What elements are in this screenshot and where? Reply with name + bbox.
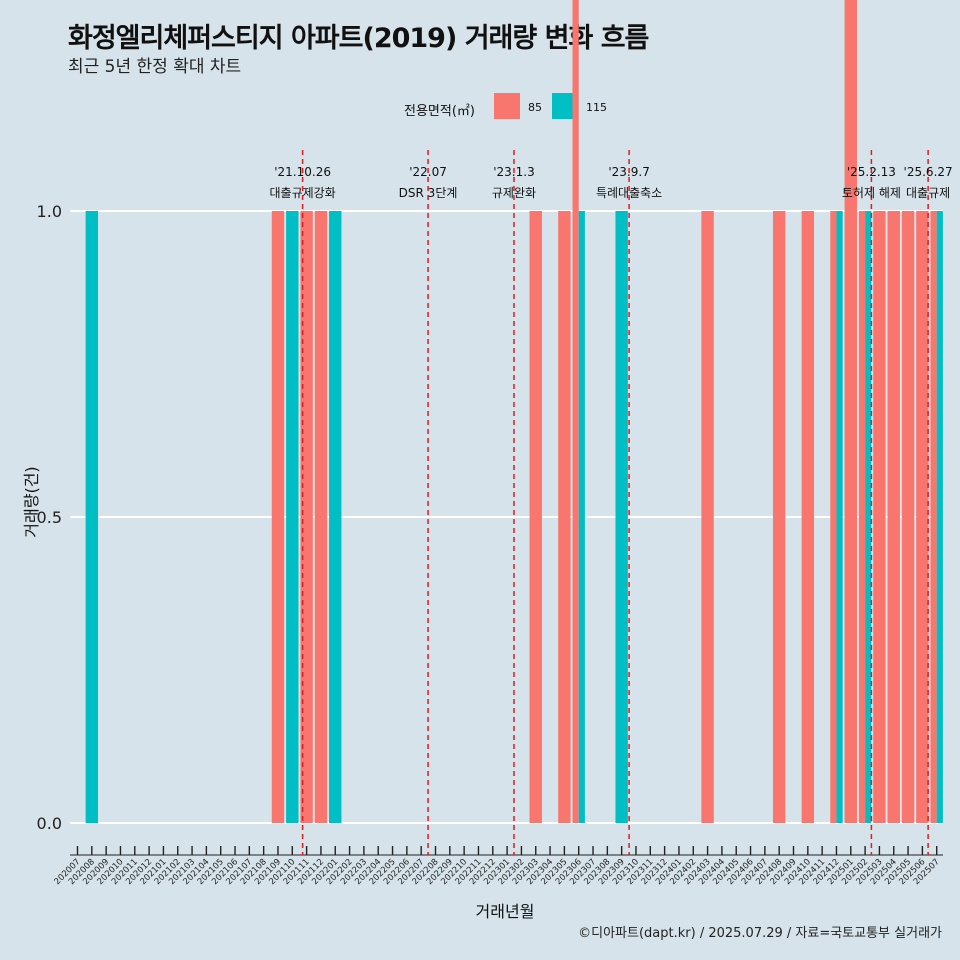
bar-85-202111 (300, 211, 313, 823)
chart-subtitle: 최근 5년 한정 확대 차트 (68, 57, 242, 77)
event-name-label: 특례대출축소 (596, 186, 662, 200)
event-name-label: 대출규제강화 (269, 186, 335, 200)
event-name-label: 규제완화 (492, 186, 536, 200)
x-axis-label: 거래년월 (475, 902, 535, 921)
bar-85-202303 (529, 211, 542, 823)
bar-85-202109 (271, 211, 285, 823)
bar-85-202506 (916, 211, 929, 823)
bar-85-202412 (830, 211, 837, 823)
bar-115-202306 (578, 211, 585, 823)
bar-85-202502 (858, 211, 866, 823)
bar-85-202410 (801, 211, 815, 823)
bar-115-202201 (329, 211, 342, 823)
legend-title: 전용면적(㎡) (404, 104, 475, 119)
bar-115-202412 (836, 211, 843, 823)
y-tick-label: 0.5 (37, 508, 62, 527)
bar-85-202505 (901, 211, 915, 823)
y-tick-label: 0.0 (37, 814, 62, 833)
event-name-label: DSR 3단계 (399, 186, 458, 200)
bar-85-202503 (873, 211, 886, 823)
event-date-label: '23.9.7 (608, 165, 649, 179)
bar-85-202504 (887, 211, 900, 823)
bar-85-202403 (701, 211, 714, 823)
bar-85-202112 (314, 211, 328, 823)
event-date-label: '23.1.3 (493, 165, 534, 179)
bar-85-202306 (572, 0, 579, 823)
bar-85-202305 (558, 211, 571, 823)
bar-115-202309 (615, 211, 628, 823)
bar-115-202008 (85, 211, 99, 823)
bar-85-202408 (772, 211, 786, 823)
chart-title: 화정엘리체퍼스티지 아파트(2019) 거래량 변화 흐름 (68, 23, 649, 54)
legend-label-115: 115 (586, 101, 607, 114)
bar-85-202507 (930, 211, 937, 823)
bar-85-202501 (844, 0, 857, 823)
y-tick-label: 1.0 (37, 202, 62, 221)
event-date-label: '25.2.13 (847, 165, 896, 179)
event-date-label: '25.6.27 (904, 165, 953, 179)
y-axis-label: 거래량(건) (22, 466, 41, 538)
event-name-label: 대출규제 (906, 186, 950, 200)
event-date-label: '21.10.26 (274, 165, 331, 179)
legend-key-85 (494, 93, 520, 119)
bar-115-202110 (286, 211, 299, 823)
bar-115-202502 (865, 211, 872, 823)
bar-115-202507 (936, 211, 943, 823)
legend-label-85: 85 (528, 101, 542, 114)
event-name-label: 토허제 해제 (842, 186, 901, 200)
event-date-label: '22.07 (409, 165, 447, 179)
source-caption: ©디아파트(dapt.kr) / 2025.07.29 / 자료=국토교통부 실… (578, 926, 942, 941)
